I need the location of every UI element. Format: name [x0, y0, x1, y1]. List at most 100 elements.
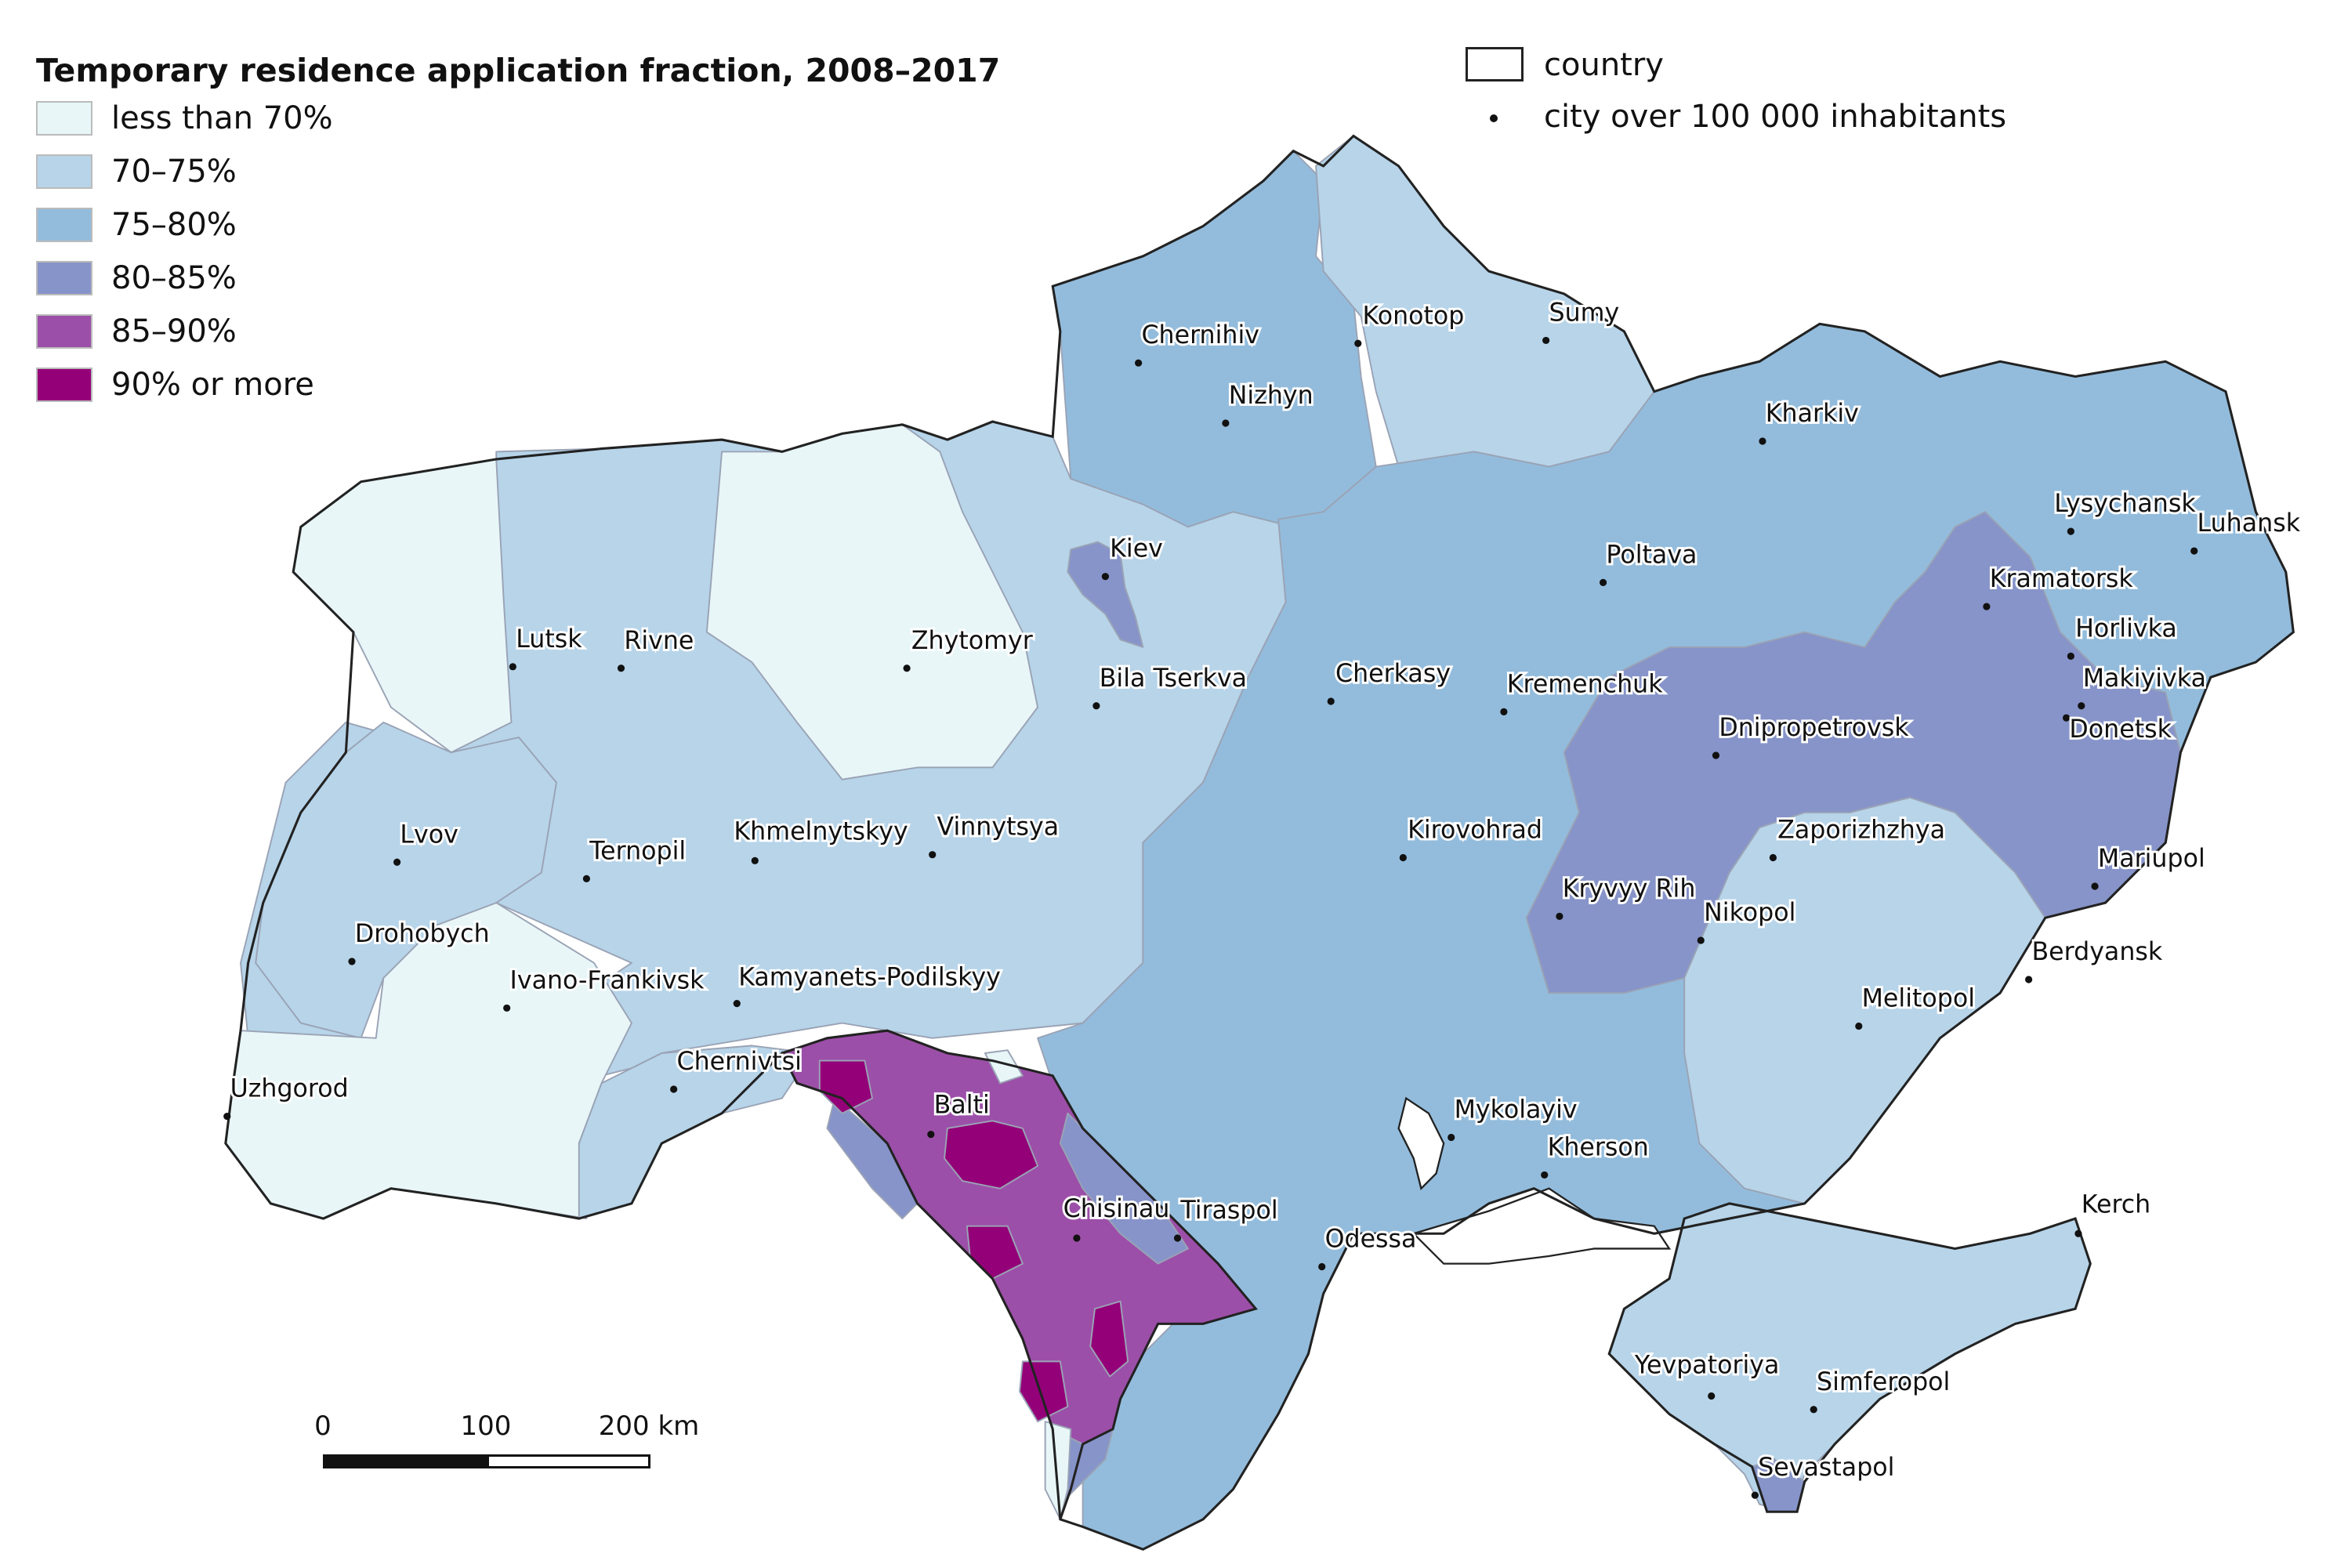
city-label: Ivano-Frankivsk	[510, 966, 705, 994]
city-dot	[2091, 882, 2099, 890]
city-label: Chernivtsi	[677, 1048, 802, 1076]
city-dot	[1541, 1171, 1549, 1179]
legend-swatch	[36, 314, 92, 349]
legend-label: 80–85%	[111, 260, 237, 296]
region-moldova-south-2	[1089, 1300, 1129, 1378]
city-dot	[1354, 339, 1362, 347]
legend-city-dot	[1490, 114, 1498, 122]
region-moldova-center-north	[944, 1120, 1039, 1190]
city-dot	[1697, 936, 1705, 944]
city-label: Mariupol	[2098, 845, 2205, 873]
legend-country-swatch	[1466, 47, 1524, 81]
city-dot	[223, 1112, 231, 1121]
city-label: Yevpatoriya	[1634, 1352, 1780, 1380]
city-label: Kharkiv	[1766, 400, 1859, 428]
city-label: Melitopol	[1862, 985, 1975, 1013]
region-moldova-north	[818, 1059, 873, 1114]
city-label: Bila Tserkva	[1100, 664, 1247, 693]
city-dot	[2062, 714, 2071, 722]
city-dot	[503, 1004, 511, 1012]
city-label: Kamyanets-Podilskyy	[738, 964, 1001, 992]
legend-country-label: country	[1544, 47, 1664, 83]
city-dot	[582, 875, 590, 882]
legend-item: 70–75%	[36, 154, 237, 190]
region-kiev-city	[1067, 541, 1144, 648]
legend-title: Temporary residence application fraction…	[36, 52, 1001, 89]
city-dot	[2025, 976, 2033, 983]
city-dot	[2074, 1229, 2082, 1237]
city-dot	[1556, 912, 1563, 920]
city-label: Sevastapol	[1758, 1454, 1894, 1482]
city-label: Sumy	[1549, 299, 1619, 327]
legend-label: less than 70%	[111, 100, 333, 136]
city-dot	[1759, 437, 1766, 445]
city-dot	[2067, 652, 2074, 660]
region-moldova-south-1	[1019, 1360, 1069, 1423]
city-dot	[2078, 702, 2085, 710]
coastline-inlets	[1397, 1096, 1672, 1265]
city-label: Lutsk	[516, 625, 582, 654]
city-dot	[1447, 1133, 1455, 1142]
scale-label-100: 100	[460, 1410, 512, 1442]
legend-label: 75–80%	[111, 207, 237, 243]
city-dot	[927, 1131, 935, 1139]
city-label: Drohobych	[355, 920, 490, 948]
city-dot	[1173, 1234, 1182, 1242]
city-label: Tiraspol	[1179, 1197, 1277, 1225]
city-dot	[2067, 527, 2074, 535]
city-dot	[1327, 697, 1335, 705]
legend-swatch	[36, 208, 92, 242]
city-dot	[1751, 1491, 1759, 1499]
city-dot	[670, 1085, 678, 1093]
city-label: Berdyansk	[2031, 938, 2162, 966]
city-label: Ternopil	[589, 837, 686, 865]
city-label: Odessa	[1325, 1226, 1417, 1254]
city-label: Poltava	[1606, 541, 1697, 569]
city-dot	[509, 663, 516, 671]
map-regions	[224, 135, 2295, 1551]
legend-swatch	[36, 368, 92, 402]
city-dot	[1222, 419, 1230, 427]
ukraine-outline	[224, 134, 2295, 1551]
region-moldova-enclave	[984, 1049, 1024, 1085]
scale-label-200: 200 km	[598, 1410, 700, 1442]
legend-item: less than 70%	[36, 100, 333, 136]
city-markers: Chernihiv Konotop Sumy Nizhyn Kharkiv Lysycha…	[223, 297, 2303, 1499]
city-dot	[1769, 853, 1777, 862]
dnipro-estuary	[1411, 1187, 1672, 1265]
legend-swatch	[36, 261, 92, 295]
city-label: Donetsk	[2069, 715, 2172, 744]
city-label: Kremenchuk	[1507, 670, 1663, 698]
city-dot	[751, 856, 759, 864]
country-borders	[224, 134, 2295, 1551]
city-label: Lysychansk	[2054, 490, 2196, 518]
legend-swatch	[36, 154, 92, 189]
city-dot	[1135, 359, 1143, 367]
city-label: Kryvyy Rih	[1563, 875, 1696, 903]
city-label: Balti	[934, 1092, 990, 1120]
city-label: Khmelnytskyy	[734, 818, 908, 846]
city-dot	[1101, 573, 1110, 581]
legend-swatch	[36, 101, 92, 136]
legend-item: 90% or more	[36, 367, 314, 403]
city-dot	[1855, 1022, 1863, 1030]
city-label: Uzhgorod	[230, 1075, 349, 1103]
city-label: Konotop	[1363, 302, 1465, 330]
scale-label-0: 0	[314, 1410, 332, 1442]
city-dot	[348, 958, 356, 965]
city-dot	[1500, 708, 1508, 715]
city-dot	[1708, 1392, 1716, 1400]
city-dot	[733, 1000, 741, 1008]
legend-item: 85–90%	[36, 313, 237, 349]
legend-label: 70–75%	[111, 154, 237, 190]
city-dot	[393, 858, 401, 866]
city-dot	[1712, 751, 1720, 759]
city-label: Kiev	[1110, 535, 1163, 563]
city-label: Chisinau	[1063, 1195, 1170, 1223]
city-dot	[1810, 1406, 1817, 1414]
city-dot	[1073, 1234, 1081, 1242]
city-dot	[929, 851, 937, 859]
city-label: Horlivka	[2075, 614, 2177, 643]
legend-label: 90% or more	[111, 367, 314, 403]
